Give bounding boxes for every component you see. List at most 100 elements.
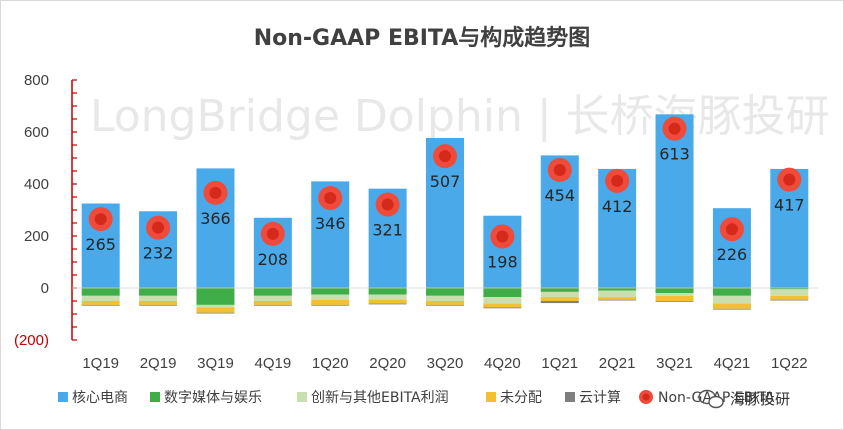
watermark: LongBridge Dolphin | 长桥海豚投研 <box>90 91 830 142</box>
bar-segment-unallocated <box>368 299 407 304</box>
bar-segment-innovation <box>311 294 350 300</box>
bar-segment-unallocated <box>426 301 464 305</box>
bar-segment-cloud <box>81 304 120 306</box>
x-tick-label: 4Q19 <box>254 355 291 372</box>
y-tick-label: (200) <box>14 332 49 349</box>
bar-segment-digital_media <box>712 288 751 296</box>
bar-segment-unallocated <box>598 297 637 300</box>
bar-segment-cloud <box>483 307 522 309</box>
ebita-data-label: 507 <box>430 172 461 191</box>
brand-badge: 海豚投研 <box>698 389 790 409</box>
bar-segment-digital_media <box>253 288 292 296</box>
ebita-data-label: 454 <box>544 186 575 205</box>
ebita-data-label: 198 <box>487 253 518 272</box>
bar-segment-unallocated <box>655 295 694 301</box>
bar-segment-digital_media <box>426 288 464 296</box>
bar-segment-innovation <box>368 294 407 300</box>
x-tick-label: 1Q22 <box>771 355 808 372</box>
legend-swatch <box>150 392 160 402</box>
bar-segment-cloud <box>598 299 637 301</box>
bar-segment-unallocated <box>712 303 751 309</box>
chart-title: Non-GAAP EBITA与构成趋势图 <box>254 25 591 51</box>
ebita-marker-core <box>381 198 394 211</box>
ebita-marker-core <box>783 173 796 186</box>
x-tick-label: 1Q21 <box>541 355 578 372</box>
ebita-data-label: 613 <box>659 145 690 164</box>
bar-segment-digital_media <box>540 288 579 292</box>
ebita-data-label: 226 <box>717 245 748 264</box>
bar-segment-unallocated <box>483 303 522 308</box>
bar-segment-digital_media <box>196 288 235 305</box>
bar-segment-innovation <box>655 293 694 296</box>
bar-segment-digital_media <box>770 288 809 290</box>
ebita-data-label: 321 <box>372 221 403 240</box>
bar-segment-digital_media <box>483 288 522 298</box>
ebita-marker-core <box>668 122 681 135</box>
x-axis-labels: 1Q19 2Q19 3Q19 4Q19 1Q20 2Q20 3Q20 4Q20 1Q21 2Q21… <box>82 355 807 372</box>
bar-segment-unallocated <box>253 301 292 305</box>
bar-segment-cloud <box>426 304 464 306</box>
bar-segment-cloud <box>368 303 407 305</box>
bar-segment-unallocated <box>770 295 809 300</box>
ebita-data-label: 412 <box>602 197 633 216</box>
wechat-icon <box>698 389 724 409</box>
bar-segment-cloud <box>655 301 694 302</box>
ebita-marker-core <box>324 192 337 205</box>
x-tick-label: 2Q19 <box>140 355 177 372</box>
ebita-marker-core <box>725 223 738 236</box>
ebita-marker-core <box>94 213 107 226</box>
legend-label: 云计算 <box>579 390 621 406</box>
legend-label: 未分配 <box>500 390 542 406</box>
bar-segment-cloud <box>712 308 751 310</box>
bar-segment-cloud <box>540 301 579 304</box>
bar-segment-cloud <box>253 304 292 306</box>
bar-segment-innovation <box>139 295 178 301</box>
bar-segment-unallocated <box>196 307 235 313</box>
bar-segment-innovation <box>426 295 464 301</box>
bar-segment-unallocated <box>540 297 579 301</box>
x-tick-label: 3Q20 <box>427 355 464 372</box>
legend: 核心电商 数字媒体与娱乐 创新与其他EBITA利润 未分配 云计算 Non-GAAP EB… <box>58 390 775 406</box>
ebita-marker-core <box>439 150 451 163</box>
bar-segment-innovation <box>540 291 579 298</box>
bar-segment-digital_media <box>139 288 178 296</box>
ebita-marker-core <box>209 186 222 199</box>
brand-label: 海豚投研 <box>730 390 790 408</box>
ebita-marker-core <box>152 221 165 234</box>
ebita-data-label: 417 <box>774 196 805 215</box>
watermark-text: LongBridge Dolphin | 长桥海豚投研 <box>90 91 830 142</box>
ebita-data-label: 346 <box>315 214 346 233</box>
bar-segment-innovation <box>770 289 809 296</box>
bar-segment-innovation <box>598 290 637 298</box>
ebita-data-label: 232 <box>143 244 174 263</box>
ebita-marker-core <box>266 227 279 240</box>
bar-segment-innovation <box>712 295 751 304</box>
ebita-markers: 265 232 366 208 346 321 507 198 454 412 613 226 417 <box>85 116 805 272</box>
ebita-data-label: 366 <box>200 209 231 228</box>
y-tick-label: 400 <box>24 176 49 193</box>
bar-segment-innovation <box>196 304 235 308</box>
y-tick-label: 600 <box>24 124 49 141</box>
x-tick-label: 1Q19 <box>82 355 119 372</box>
bar-segment-digital_media <box>81 288 120 296</box>
bar-segment-unallocated <box>311 299 350 305</box>
legend-label: 数字媒体与娱乐 <box>164 390 262 406</box>
bar-segment-digital_media <box>368 288 407 295</box>
y-tick-label: 800 <box>24 72 49 89</box>
ebita-marker-core <box>611 174 624 187</box>
bar-segment-cloud <box>139 304 178 306</box>
bar-segment-digital_media <box>311 288 350 295</box>
legend-marker-core <box>642 393 650 401</box>
legend-label: 核心电商 <box>72 390 128 406</box>
legend-swatch <box>297 392 307 402</box>
x-tick-label: 1Q20 <box>312 355 349 372</box>
bar-segment-innovation <box>81 295 120 301</box>
ebita-marker-core <box>553 163 566 176</box>
ebita-data-label: 265 <box>85 235 116 254</box>
bar-segment-innovation <box>483 297 522 304</box>
x-tick-label: 4Q21 <box>714 355 751 372</box>
legend-swatch <box>565 392 575 402</box>
x-tick-label: 2Q20 <box>369 355 406 372</box>
bar-segment-digital_media <box>655 288 694 294</box>
